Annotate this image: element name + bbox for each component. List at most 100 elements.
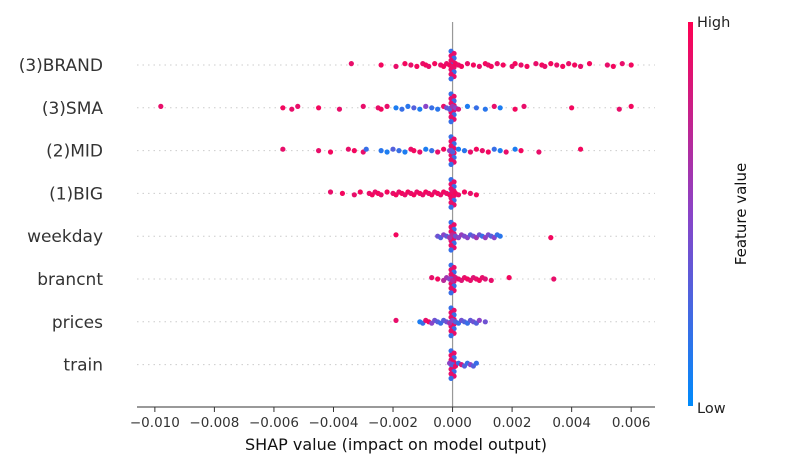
feature-label: brancnt	[37, 270, 103, 290]
shap-point	[560, 63, 566, 69]
shap-point	[411, 105, 417, 111]
shap-point	[402, 149, 408, 155]
feature-label: (2)MID	[46, 142, 103, 162]
shap-point	[518, 62, 524, 68]
shap-point	[551, 276, 557, 282]
shap-point	[479, 148, 485, 154]
shap-point	[448, 290, 454, 296]
shap-point	[455, 192, 462, 198]
shap-point	[411, 148, 417, 154]
colorbar	[688, 22, 693, 406]
shap-point	[548, 235, 554, 241]
shap-point	[619, 61, 625, 67]
shap-point	[494, 61, 500, 67]
colorbar-low-label: Low	[697, 401, 726, 417]
shap-point	[628, 103, 634, 109]
shap-point	[497, 233, 503, 239]
shap-point	[423, 146, 429, 152]
shap-point	[491, 103, 497, 109]
colorbar-high-label: High	[697, 15, 730, 31]
x-tick-label: −0.002	[368, 415, 418, 431]
shap-point	[289, 106, 295, 112]
x-axis-title: SHAP value (impact on model output)	[245, 435, 547, 454]
shap-point	[435, 276, 441, 282]
shap-point	[485, 149, 491, 155]
feature-label: (1)BIG	[49, 184, 103, 204]
x-tick-label: 0.004	[552, 415, 591, 431]
shap-point	[423, 103, 429, 109]
shap-point	[402, 61, 408, 67]
shap-point	[554, 62, 560, 68]
shap-points	[158, 48, 634, 381]
shap-point	[610, 63, 616, 69]
shap-point	[473, 146, 479, 152]
shap-point	[467, 190, 474, 196]
feature-label: (3)BRAND	[19, 56, 103, 76]
shap-point	[448, 204, 454, 210]
shap-point	[473, 192, 479, 198]
shap-point	[384, 103, 390, 109]
shap-point	[482, 276, 488, 282]
shap-point	[339, 190, 346, 196]
shap-point	[521, 103, 527, 109]
shap-point	[393, 317, 399, 323]
shap-point	[473, 105, 479, 111]
x-tick-label: −0.006	[249, 415, 299, 431]
shap-point	[512, 146, 518, 152]
shap-point	[491, 146, 497, 152]
feature-label: (3)SMA	[42, 99, 104, 119]
x-tick-label: −0.010	[130, 415, 180, 431]
shap-point	[384, 149, 390, 155]
shap-point	[327, 189, 334, 195]
shap-point	[315, 148, 322, 154]
shap-point	[448, 119, 454, 125]
shap-point	[503, 149, 509, 155]
shap-point	[488, 63, 494, 69]
shap-point	[461, 189, 468, 195]
shap-point	[512, 61, 518, 67]
shap-point	[393, 105, 399, 111]
shap-point	[348, 61, 354, 67]
shap-point	[604, 62, 610, 68]
shap-point	[435, 149, 441, 155]
shap-point	[336, 106, 343, 112]
shap-point	[524, 63, 530, 69]
shap-point	[351, 148, 357, 154]
shap-point	[432, 61, 438, 67]
shap-point	[295, 103, 301, 109]
x-tick-label: −0.004	[308, 415, 358, 431]
shap-point	[396, 148, 402, 154]
shap-point	[378, 192, 384, 198]
x-tick-label: 0.000	[433, 415, 472, 431]
x-tick-label: 0.002	[493, 415, 532, 431]
shap-point	[572, 62, 578, 68]
shap-point	[455, 146, 462, 152]
shap-point	[327, 149, 334, 155]
shap-point	[512, 106, 518, 112]
shap-point	[458, 63, 465, 69]
shap-point	[542, 63, 548, 69]
shap-point	[497, 105, 503, 111]
shap-point	[566, 61, 572, 67]
feature-label: weekday	[27, 227, 103, 247]
shap-point	[417, 149, 423, 155]
shap-point	[345, 146, 351, 152]
shap-point	[586, 61, 593, 67]
shap-point	[384, 189, 390, 195]
shap-point	[473, 360, 479, 366]
shap-point	[536, 149, 542, 155]
shap-point	[533, 61, 539, 67]
shap-point	[435, 106, 441, 112]
shap-point	[476, 317, 482, 323]
shap-point	[417, 106, 423, 112]
shap-point	[441, 146, 447, 152]
shap-point	[378, 106, 384, 112]
shap-point	[363, 146, 369, 152]
shap-point	[628, 62, 634, 68]
shap-point	[448, 76, 454, 82]
shap-point	[449, 149, 456, 155]
shap-point	[429, 105, 435, 111]
shap-point	[429, 148, 435, 154]
shap-point	[426, 63, 432, 69]
